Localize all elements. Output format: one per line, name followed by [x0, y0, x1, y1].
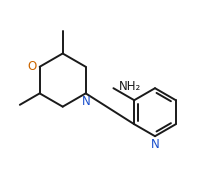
Text: NH₂: NH₂	[119, 80, 141, 93]
Text: N: N	[151, 138, 159, 151]
Text: N: N	[82, 95, 91, 108]
Text: O: O	[27, 60, 36, 73]
